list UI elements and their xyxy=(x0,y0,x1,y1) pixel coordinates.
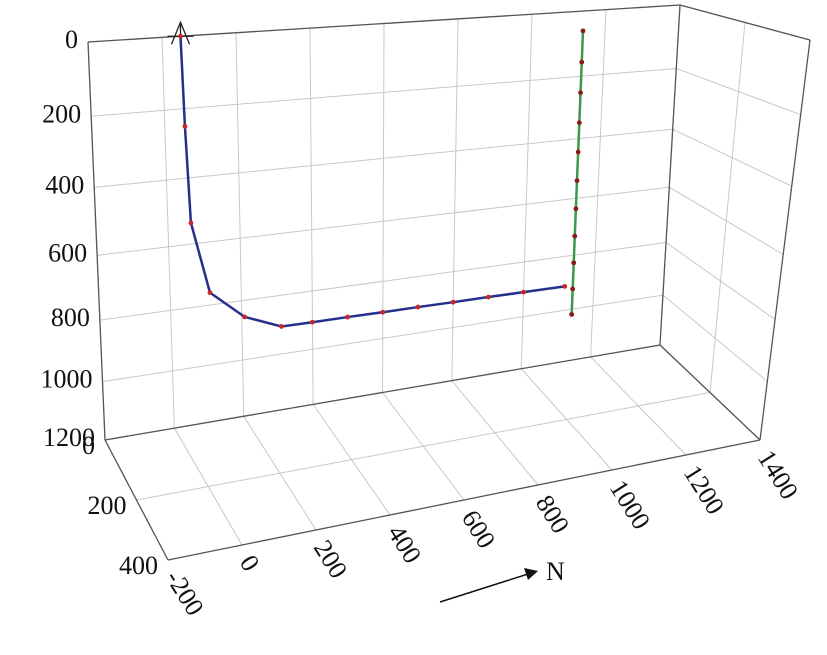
survey-point xyxy=(380,309,386,315)
grid-line xyxy=(590,9,607,357)
box-edge xyxy=(104,344,661,441)
x-tick-label: 0 xyxy=(234,550,265,576)
survey-point xyxy=(570,286,576,292)
z-tick-label: 800 xyxy=(51,303,90,332)
x-tick-label: 1000 xyxy=(604,475,656,534)
survey-point xyxy=(576,120,582,126)
grid-line xyxy=(451,18,459,381)
survey-point xyxy=(573,206,579,212)
grid-line xyxy=(709,22,746,393)
box-edge xyxy=(659,4,681,346)
survey-point xyxy=(578,90,583,96)
survey-point xyxy=(310,319,315,325)
box-edges xyxy=(87,4,811,561)
grid-line xyxy=(520,14,533,369)
box-edge xyxy=(759,39,811,441)
survey-point xyxy=(521,289,526,295)
grid-line xyxy=(309,28,314,405)
survey-point xyxy=(574,178,580,184)
survey-point xyxy=(415,304,421,310)
survey-point xyxy=(345,314,351,320)
grid-line xyxy=(235,32,245,417)
z-tick-label: 600 xyxy=(48,238,87,267)
survey-point xyxy=(575,149,581,155)
survey-point xyxy=(569,312,575,317)
survey-point xyxy=(450,299,456,305)
survey-point xyxy=(279,324,284,329)
survey-point xyxy=(485,294,491,300)
survey-point xyxy=(242,314,247,320)
survey-point xyxy=(571,260,577,266)
arrow-line xyxy=(439,573,529,603)
grid-line xyxy=(91,67,677,117)
plot xyxy=(167,20,586,329)
x-tick-label: -200 xyxy=(160,565,210,621)
x-tick-label: 200 xyxy=(308,535,353,583)
survey-point xyxy=(579,59,585,65)
grid-line xyxy=(382,23,385,393)
grid-line xyxy=(161,37,175,429)
grid-line xyxy=(97,186,670,256)
well-path xyxy=(570,30,585,315)
grid-line xyxy=(94,128,673,188)
survey-point xyxy=(207,290,213,296)
z-tick-label: 400 xyxy=(45,170,84,199)
y-tick-label: 400 xyxy=(119,551,158,580)
y-tick-label: 200 xyxy=(88,491,127,520)
survey-point xyxy=(178,33,183,39)
x-tick-label: 1400 xyxy=(752,445,804,504)
arrow-head xyxy=(524,568,538,580)
z-tick-label: 0 xyxy=(65,25,78,54)
well-path xyxy=(179,36,565,328)
survey-point xyxy=(562,284,568,289)
arrow-label: N xyxy=(546,557,565,586)
north-arrow: N xyxy=(439,557,565,603)
grid-line xyxy=(102,294,664,383)
y-tick-label: 0 xyxy=(82,431,95,460)
z-tick-label: 1000 xyxy=(41,365,93,394)
box-edge xyxy=(659,344,761,441)
grid-line xyxy=(136,392,711,501)
box-edge xyxy=(167,439,761,561)
survey-point xyxy=(580,28,586,34)
survey-point xyxy=(182,123,188,129)
grid-line xyxy=(99,242,667,321)
box-edge xyxy=(104,439,169,561)
box-edge xyxy=(87,41,106,441)
x-tick-label: 600 xyxy=(456,505,501,553)
box-edge xyxy=(679,4,811,41)
x-tick-label: 800 xyxy=(530,490,575,538)
x-tick-label: 1200 xyxy=(678,460,730,519)
z-tick-label: 1200 xyxy=(43,423,95,452)
x-tick-label: 400 xyxy=(382,520,427,568)
z-tick-label: 200 xyxy=(42,99,81,128)
survey-point xyxy=(188,220,194,226)
survey-point xyxy=(572,233,578,239)
